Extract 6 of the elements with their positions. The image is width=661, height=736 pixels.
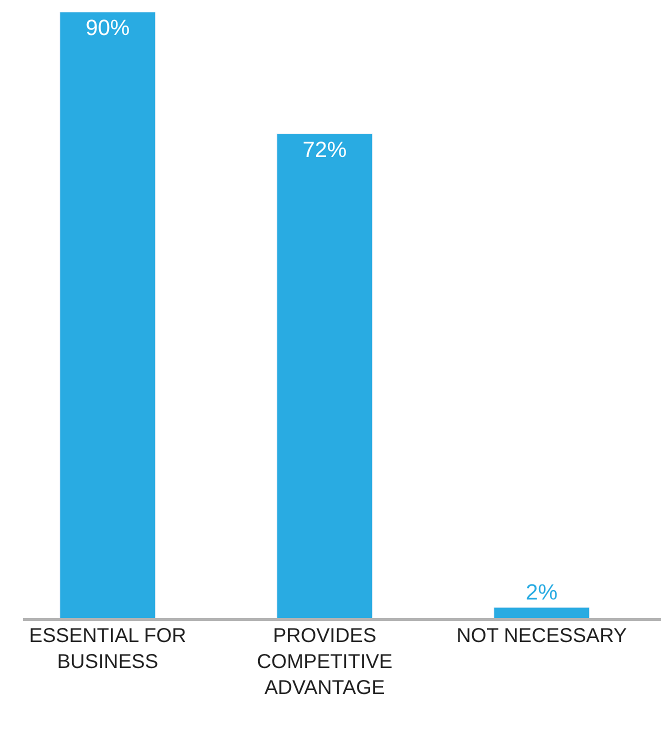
- x-tick-label: NOT NECESSARY: [456, 625, 627, 647]
- data-label: 90%: [86, 15, 130, 40]
- data-label: 72%: [302, 136, 347, 162]
- x-tick-label: ESSENTIAL FOR BUSINESS: [29, 625, 186, 673]
- x-tick-label: PROVIDES COMPETITIVE ADVANTAGE: [256, 625, 392, 699]
- data-label: 2%: [526, 579, 558, 604]
